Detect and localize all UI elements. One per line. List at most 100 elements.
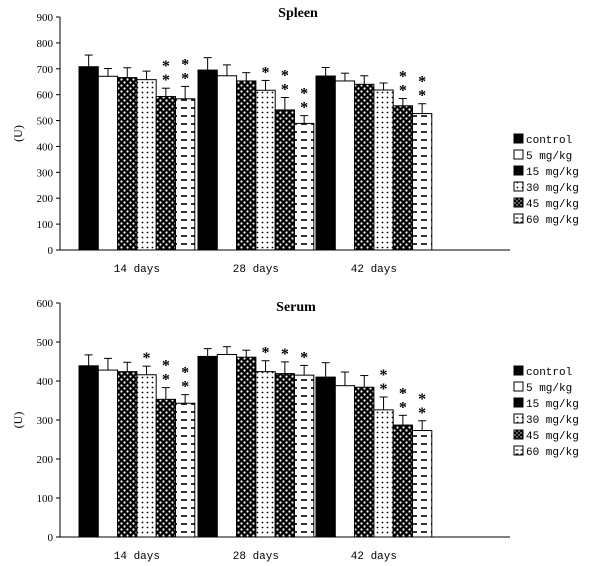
y-tick-label: 600 xyxy=(37,90,54,102)
bar xyxy=(412,113,433,251)
bar xyxy=(117,371,138,538)
legend-label: 45 mg/kg xyxy=(526,431,579,443)
bar xyxy=(136,79,157,251)
legend-label: 45 mg/kg xyxy=(526,199,579,211)
legend-label: control xyxy=(526,135,572,147)
y-tick-label: 100 xyxy=(37,493,54,505)
y-tick-label: 200 xyxy=(37,193,54,205)
bar xyxy=(334,385,356,538)
spleen-chart: Spleen(U)0100200300400500600700800900***… xyxy=(11,6,579,276)
bar xyxy=(155,95,176,251)
bar xyxy=(315,75,336,251)
bar xyxy=(216,353,238,538)
bar xyxy=(117,77,138,251)
bar xyxy=(175,98,196,251)
bar xyxy=(197,355,218,538)
significance-star: * xyxy=(162,72,170,89)
significance-star: * xyxy=(281,82,289,99)
y-tick-label: 200 xyxy=(37,454,54,466)
legend-swatch xyxy=(513,413,524,424)
legend-swatch xyxy=(513,149,524,160)
y-tick-label: 400 xyxy=(37,141,54,153)
significance-star: * xyxy=(181,70,189,87)
y-tick-label: 700 xyxy=(37,64,54,76)
bar xyxy=(97,369,119,538)
significance-star: * xyxy=(399,385,407,402)
significance-star: * xyxy=(262,64,270,81)
significance-star: * xyxy=(418,405,426,422)
bar xyxy=(294,122,315,251)
bar xyxy=(255,89,276,251)
y-axis-label: (U) xyxy=(11,125,25,142)
bar xyxy=(175,402,196,538)
legend-swatch xyxy=(513,181,524,192)
legend-label: 15 mg/kg xyxy=(526,399,579,411)
significance-star: * xyxy=(162,372,170,389)
legend-label: 15 mg/kg xyxy=(526,167,579,179)
bar xyxy=(315,376,336,538)
significance-star: * xyxy=(181,56,189,73)
significance-star: * xyxy=(300,86,308,103)
legend-label: 30 mg/kg xyxy=(526,415,579,427)
bar xyxy=(294,374,315,538)
significance-star: * xyxy=(418,391,426,408)
significance-star: * xyxy=(300,349,308,366)
bar xyxy=(274,109,296,251)
y-tick-label: 300 xyxy=(37,167,54,179)
significance-star: * xyxy=(399,69,407,86)
significance-star: * xyxy=(281,68,289,85)
y-axis-label: (U) xyxy=(11,412,25,429)
legend-label: 30 mg/kg xyxy=(526,183,579,195)
bar xyxy=(78,365,99,538)
significance-star: * xyxy=(162,58,170,75)
chart-title: Spleen xyxy=(278,6,318,21)
bar xyxy=(354,386,375,538)
significance-star: * xyxy=(262,345,270,362)
legend-swatch xyxy=(513,445,524,456)
significance-star: * xyxy=(143,350,151,367)
y-tick-label: 0 xyxy=(48,245,54,257)
y-tick-label: 900 xyxy=(37,12,54,24)
bar xyxy=(392,424,414,538)
chart-title: Serum xyxy=(276,300,316,315)
legend-swatch xyxy=(513,365,524,376)
bar xyxy=(78,66,99,251)
significance-star: * xyxy=(380,367,388,384)
legend-label: 5 mg/kg xyxy=(526,383,572,395)
bar xyxy=(236,356,257,538)
significance-star: * xyxy=(418,88,426,105)
legend-swatch xyxy=(513,197,524,208)
significance-star: * xyxy=(380,381,388,398)
bar xyxy=(236,80,257,251)
bar xyxy=(392,105,414,251)
legend-label: control xyxy=(526,367,572,379)
legend-swatch xyxy=(513,397,524,408)
legend-label: 60 mg/kg xyxy=(526,215,579,227)
significance-star: * xyxy=(300,100,308,117)
y-tick-label: 300 xyxy=(37,415,54,427)
y-tick-label: 400 xyxy=(37,376,54,388)
bar xyxy=(373,409,394,538)
significance-star: * xyxy=(281,346,289,363)
bar xyxy=(97,75,119,251)
bar xyxy=(216,75,238,251)
legend-swatch xyxy=(513,381,524,392)
bar xyxy=(155,398,176,538)
bar xyxy=(136,374,157,538)
bar xyxy=(354,83,375,251)
legend-swatch xyxy=(513,213,524,224)
y-tick-label: 100 xyxy=(37,219,54,231)
bar xyxy=(334,80,356,251)
significance-star: * xyxy=(399,399,407,416)
bar xyxy=(255,371,276,538)
significance-star: * xyxy=(399,83,407,100)
legend-label: 5 mg/kg xyxy=(526,151,572,163)
significance-star: * xyxy=(181,379,189,396)
y-tick-label: 600 xyxy=(37,298,54,310)
bar xyxy=(274,373,296,538)
legend-label: 60 mg/kg xyxy=(526,447,579,459)
y-tick-label: 500 xyxy=(37,116,54,128)
legend-swatch xyxy=(513,429,524,440)
